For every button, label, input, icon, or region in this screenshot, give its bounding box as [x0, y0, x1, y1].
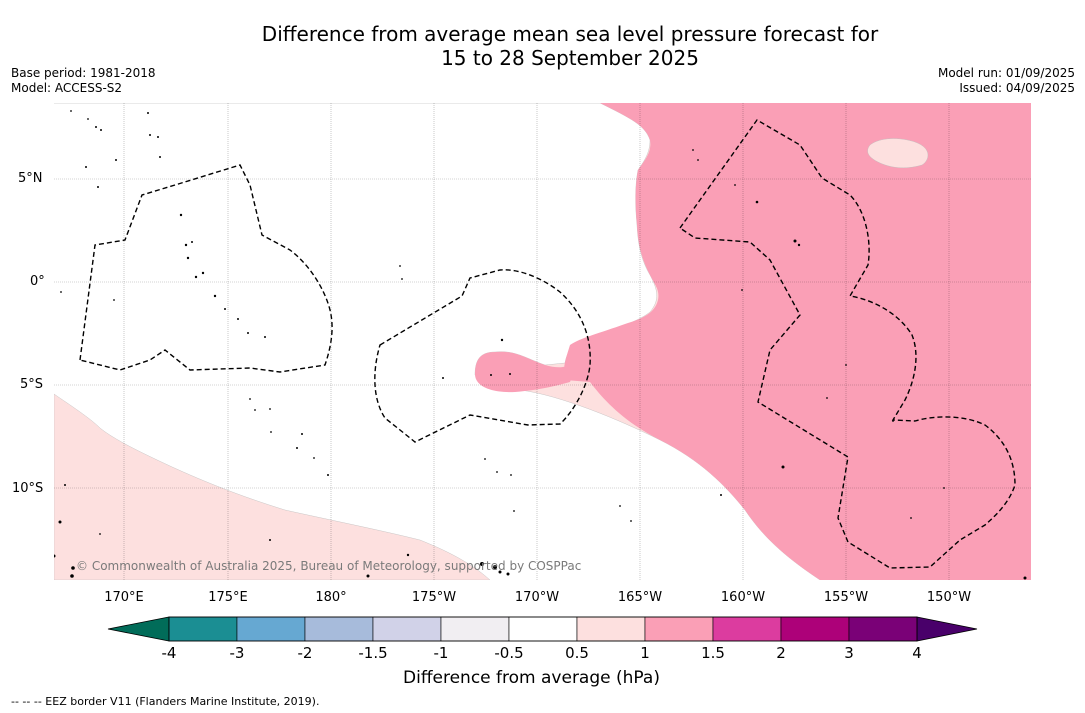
colorbar-tick-label: 0.5 — [565, 644, 589, 662]
lon-label-170w: 170°W — [514, 590, 560, 605]
colorbar-tick-label: 1 — [640, 644, 650, 662]
eez-borders — [79, 119, 1016, 569]
map-area[interactable] — [53, 103, 1032, 580]
map-title: Difference from average mean sea level p… — [0, 22, 1085, 70]
lat-label-5s: 5°S — [20, 377, 44, 392]
lon-label-165w: 165°W — [617, 590, 663, 605]
lat-label-10s: 10°S — [12, 481, 44, 496]
lon-label-180: 180° — [315, 590, 347, 605]
anomaly-region-1-1.5 — [475, 103, 1031, 580]
title-line-2: 15 to 28 September 2025 — [441, 46, 699, 70]
lon-label-160w: 160°W — [720, 590, 766, 605]
colorbar-tick-label: -3 — [229, 644, 245, 662]
model-info: Base period: 1981-2018 Model: ACCESS-S2 — [11, 66, 156, 96]
lat-label-equator: 0° — [30, 274, 45, 289]
lon-label-175e: 175°E — [208, 590, 248, 605]
model-name: Model: ACCESS-S2 — [11, 81, 123, 95]
colorbar-tick-label: -0.5 — [494, 644, 524, 662]
issued-date: Issued: 04/09/2025 — [959, 81, 1075, 95]
lon-label-155w: 155°W — [823, 590, 869, 605]
islands — [54, 110, 1027, 580]
eez-border-phoenix — [374, 269, 591, 443]
colorbar-tick-label: 4 — [912, 644, 922, 662]
colorbar-title: Difference from average (hPa) — [403, 668, 660, 688]
colorbar-tick-label: -2 — [297, 644, 313, 662]
anomaly-patch-0.5-1 — [867, 138, 929, 169]
colorbar-tick-label: 3 — [844, 644, 854, 662]
colorbar-tick-label: -4 — [161, 644, 177, 662]
colorbar-tick-label: -1 — [433, 644, 449, 662]
eez-legend: -- -- -- EEZ border V11 (Flanders Marine… — [11, 695, 320, 708]
colorbar-tick-label: -1.5 — [358, 644, 388, 662]
title-line-1: Difference from average mean sea level p… — [261, 22, 879, 46]
copyright-notice: © Commonwealth of Australia 2025, Bureau… — [76, 559, 582, 573]
lon-label-150w: 150°W — [926, 590, 972, 605]
run-info: Model run: 01/09/2025 Issued: 04/09/2025 — [938, 66, 1075, 96]
lon-label-175w: 175°W — [411, 590, 457, 605]
colorbar-tick-label: 2 — [776, 644, 786, 662]
lon-label-170e: 170°E — [104, 590, 144, 605]
eez-border-line-islands — [679, 119, 1016, 569]
lat-label-5n: 5°N — [18, 171, 43, 186]
colorbar-tick-label: 1.5 — [701, 644, 725, 662]
eez-border-kiribati-gilbert — [79, 164, 333, 373]
model-run: Model run: 01/09/2025 — [937, 66, 1075, 80]
base-period: Base period: 1981-2018 — [11, 66, 156, 80]
